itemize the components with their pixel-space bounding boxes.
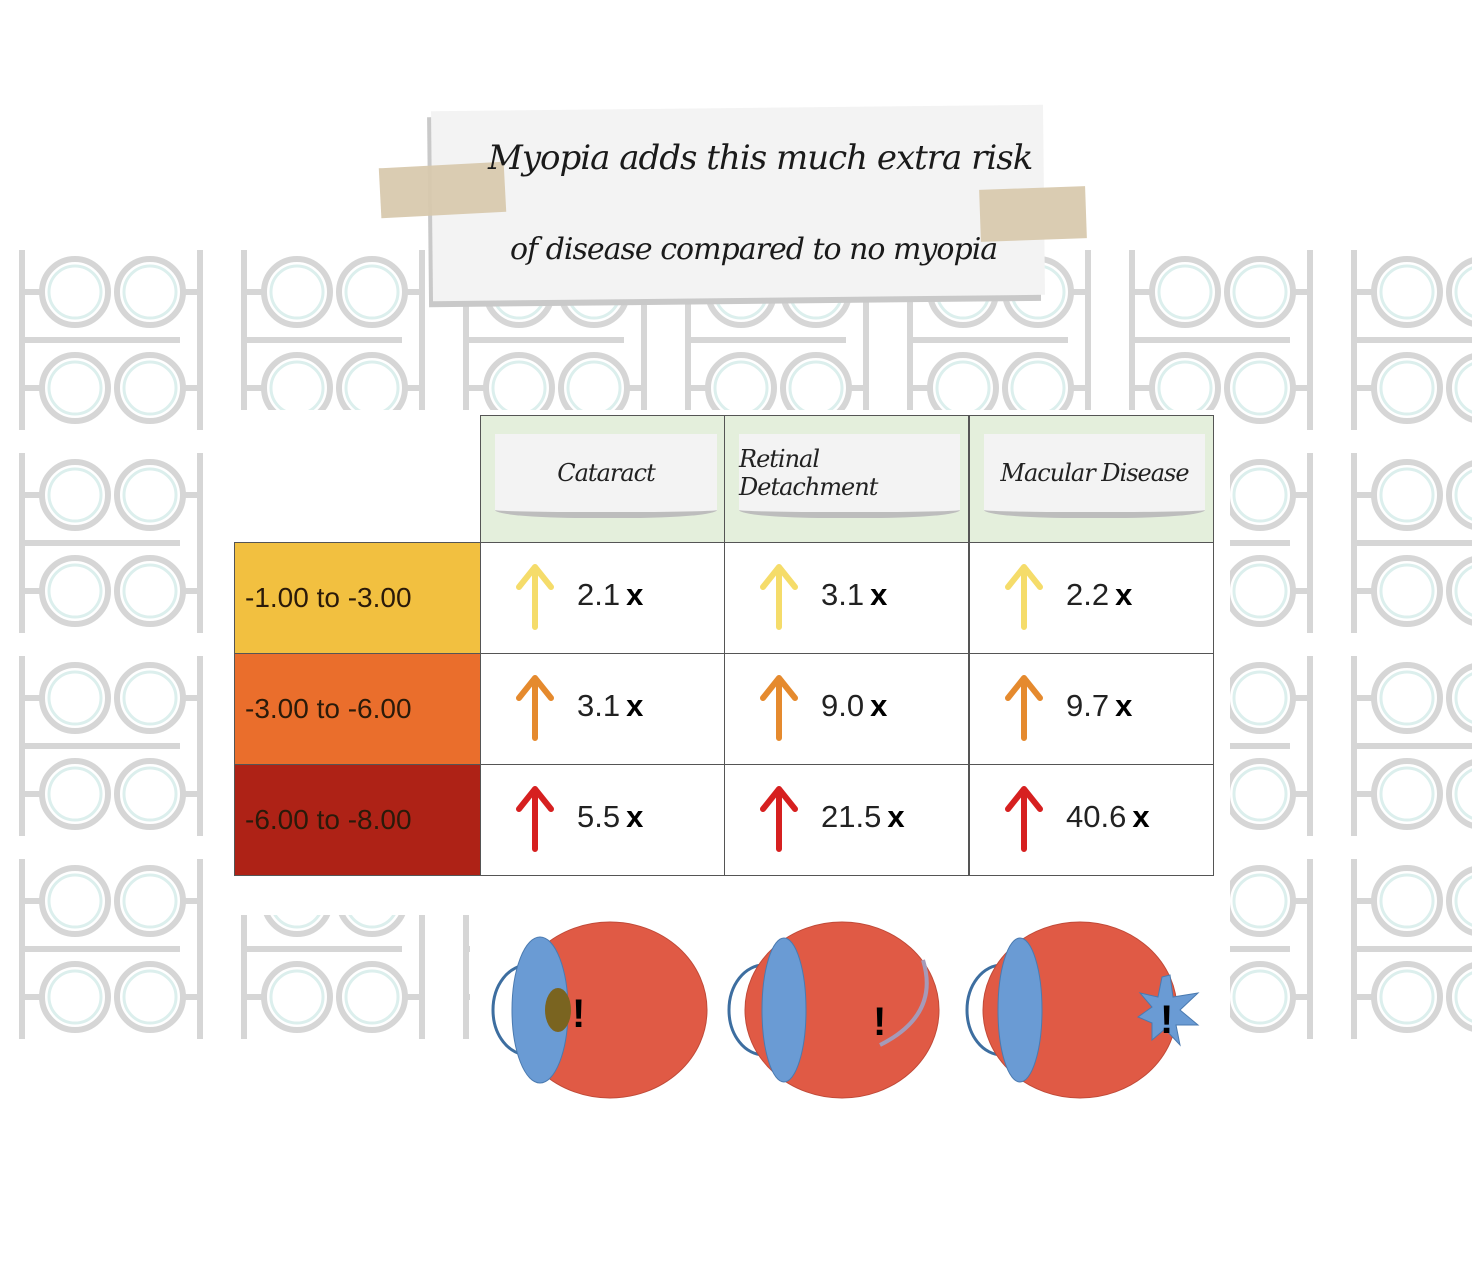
row-label: -3.00 to -6.00 xyxy=(234,653,481,765)
column-header-label: Macular Disease xyxy=(1000,459,1189,487)
risk-value: 2.2 x xyxy=(1066,577,1133,612)
risk-value: 9.0 x xyxy=(821,688,888,723)
column-header-label: Retinal Detachment xyxy=(739,445,878,501)
multiplier: x xyxy=(626,688,644,723)
risk-value: 5.5 x xyxy=(577,799,644,834)
column-header: Cataract xyxy=(480,415,726,543)
eye-cataract-icon: ! xyxy=(491,921,708,1099)
multiplier: x xyxy=(626,577,644,612)
risk-value-cell: 2.1 x xyxy=(480,542,726,654)
svg-text:!: ! xyxy=(873,1000,886,1044)
svg-text:!: ! xyxy=(1160,998,1173,1042)
column-header-label: Cataract xyxy=(557,459,655,487)
header-paper: Macular Disease xyxy=(984,434,1205,518)
risk-value-cell: 3.1 x xyxy=(480,653,726,765)
risk-value-cell: 21.5 x xyxy=(724,764,969,876)
risk-value: 21.5 x xyxy=(821,799,905,834)
risk-value-cell: 5.5 x xyxy=(480,764,726,876)
risk-value: 2.1 x xyxy=(577,577,644,612)
arrow-up-icon xyxy=(760,786,798,852)
eye-retinal-detachment-icon: ! xyxy=(727,921,940,1099)
risk-value-cell: 3.1 x xyxy=(724,542,969,654)
risk-value-cell: 2.2 x xyxy=(969,542,1214,654)
risk-value: 3.1 x xyxy=(577,688,644,723)
multiplier: x xyxy=(870,688,888,723)
arrow-up-icon xyxy=(1005,564,1043,630)
title-line-1: Myopia adds this much extra risk xyxy=(488,138,1033,178)
arrow-up-icon xyxy=(516,786,554,852)
multiplier: x xyxy=(1132,799,1150,834)
column-header: Macular Disease xyxy=(969,415,1214,543)
risk-value-cell: 40.6 x xyxy=(969,764,1214,876)
risk-value-cell: 9.7 x xyxy=(969,653,1214,765)
arrow-up-icon xyxy=(760,564,798,630)
arrow-up-icon xyxy=(516,564,554,630)
multiplier: x xyxy=(870,577,888,612)
svg-text:!: ! xyxy=(572,992,585,1036)
title-note xyxy=(431,104,1045,302)
arrow-up-icon xyxy=(516,675,554,741)
multiplier: x xyxy=(1115,577,1133,612)
multiplier: x xyxy=(887,799,905,834)
arrow-up-icon xyxy=(760,675,798,741)
row-label: -1.00 to -3.00 xyxy=(234,542,481,654)
risk-value: 9.7 x xyxy=(1066,688,1133,723)
risk-value-cell: 9.0 x xyxy=(724,653,969,765)
multiplier: x xyxy=(626,799,644,834)
arrow-up-icon xyxy=(1005,786,1043,852)
risk-value: 40.6 x xyxy=(1066,799,1150,834)
header-paper: Retinal Detachment xyxy=(739,434,960,518)
header-paper: Cataract xyxy=(495,434,717,518)
eye-illustrations: ! ! ! xyxy=(491,921,1200,1099)
row-label: -6.00 to -8.00 xyxy=(234,764,481,876)
arrow-up-icon xyxy=(1005,675,1043,741)
multiplier: x xyxy=(1115,688,1133,723)
risk-value: 3.1 x xyxy=(821,577,888,612)
title-line-2: of disease compared to no myopia xyxy=(510,232,998,267)
eye-macular-disease-icon: ! xyxy=(965,921,1200,1099)
column-header: Retinal Detachment xyxy=(724,415,969,543)
